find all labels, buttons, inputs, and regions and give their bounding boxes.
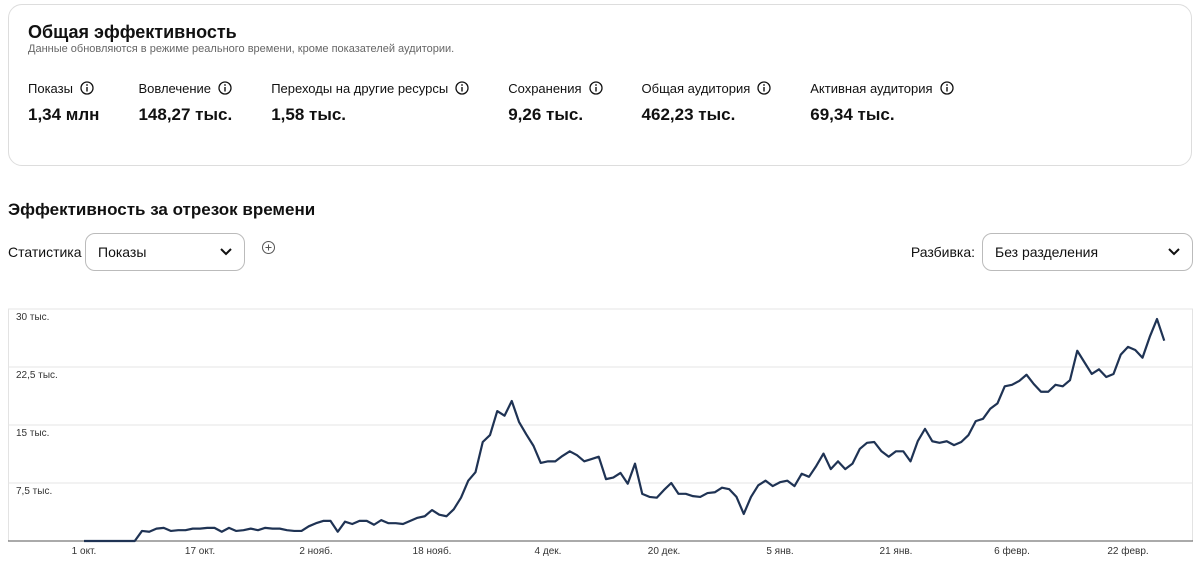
- metric-label: Переходы на другие ресурсы: [271, 80, 449, 96]
- card-subtitle: Данные обновляются в режиме реального вр…: [28, 43, 455, 55]
- metric-value: 9,26 тыс.: [508, 105, 584, 124]
- y-tick-label: 22,5 тыс.: [16, 370, 58, 381]
- select-value: Показы: [98, 244, 147, 260]
- metric-label-row: Общая аудитория: [642, 80, 772, 96]
- metric: Общая аудитория 462,23 тыс.: [642, 80, 772, 125]
- info-icon[interactable]: [588, 81, 603, 95]
- info-dot: [945, 84, 948, 86]
- x-tick-label: 17 окт.: [185, 546, 215, 557]
- info-circle: [218, 81, 232, 95]
- metric-label: Вовлечение: [138, 80, 212, 96]
- metric-label-row: Активная аудитория: [810, 80, 954, 96]
- metric-value: 1,34 млн: [28, 105, 100, 124]
- x-tick-label: 4 дек.: [535, 546, 562, 557]
- metric: Вовлечение 148,27 тыс.: [138, 80, 232, 125]
- metric-label: Статистика: [8, 244, 82, 260]
- x-tick-label: 6 февр.: [994, 545, 1030, 557]
- metric-value: 1,58 тыс.: [271, 105, 347, 124]
- info-dot: [594, 84, 597, 86]
- metric: Показы 1,34 млн: [28, 80, 99, 125]
- add-button[interactable]: [261, 240, 276, 255]
- metric: Переходы на другие ресурсы 1,58 тыс.: [271, 80, 469, 125]
- metric: Сохранения 9,26 тыс.: [508, 80, 603, 125]
- x-tick-label: 1 окт.: [72, 546, 97, 557]
- metric-label-row: Вовлечение: [138, 80, 232, 96]
- info-icon[interactable]: [218, 81, 232, 95]
- info-icon[interactable]: [455, 81, 469, 95]
- x-tick-label: 18 нояб.: [413, 545, 452, 557]
- x-tick-label: 20 дек.: [648, 546, 680, 557]
- metrics: Показы 1,34 млн Вовлечение 148,27 тыс. Перех…: [28, 80, 954, 125]
- x-tick-label: 22 февр.: [1107, 545, 1148, 557]
- info-circle: [80, 81, 94, 95]
- metric-label-row: Показы: [28, 80, 99, 96]
- chevron: [1168, 248, 1180, 256]
- info-icon[interactable]: [939, 81, 954, 95]
- info-dot: [224, 84, 226, 86]
- info-circle: [939, 81, 954, 95]
- info-icon[interactable]: [80, 81, 94, 95]
- info-icon[interactable]: [757, 81, 771, 95]
- overview-card: [8, 4, 1192, 166]
- info-dot: [763, 84, 766, 86]
- metric-value: 148,27 тыс.: [138, 105, 233, 124]
- split-label: Разбивка:: [910, 244, 975, 260]
- y-tick-label: 30 тыс.: [16, 312, 49, 323]
- metric-label-row: Сохранения: [508, 80, 603, 96]
- section-title: Эффективность за отрезок времени: [8, 200, 316, 219]
- x-tick-label: 2 нояб.: [299, 545, 332, 557]
- info-dot: [86, 84, 88, 86]
- chevron: [220, 248, 232, 256]
- metric-label: Общая аудитория: [641, 80, 751, 96]
- metric-label: Сохранения: [508, 80, 582, 96]
- info-circle: [757, 81, 771, 95]
- metric-value: 462,23 тыс.: [641, 105, 736, 124]
- metric-value: 69,34 тыс.: [810, 105, 895, 124]
- card-title: Общая эффективность: [28, 22, 237, 42]
- line-series: [84, 317, 1166, 543]
- info-circle: [455, 81, 469, 95]
- metric-label: Активная аудитория: [810, 80, 933, 96]
- metric-label-row: Переходы на другие ресурсы: [271, 80, 469, 96]
- metric-label: Показы: [28, 80, 73, 96]
- select-value: Без разделения: [995, 244, 1099, 260]
- info-dot: [461, 84, 464, 86]
- metric: Активная аудитория 69,34 тыс.: [810, 80, 954, 125]
- metric-select[interactable]: Показы: [85, 233, 245, 271]
- y-tick-label: 7,5 тыс.: [16, 486, 52, 497]
- x-tick-label: 21 янв.: [880, 546, 913, 557]
- info-circle: [588, 81, 603, 95]
- x-tick-label: 5 янв.: [766, 546, 793, 557]
- y-tick-label: 15 тыс.: [16, 428, 49, 439]
- split-select[interactable]: Без разделения: [982, 233, 1193, 271]
